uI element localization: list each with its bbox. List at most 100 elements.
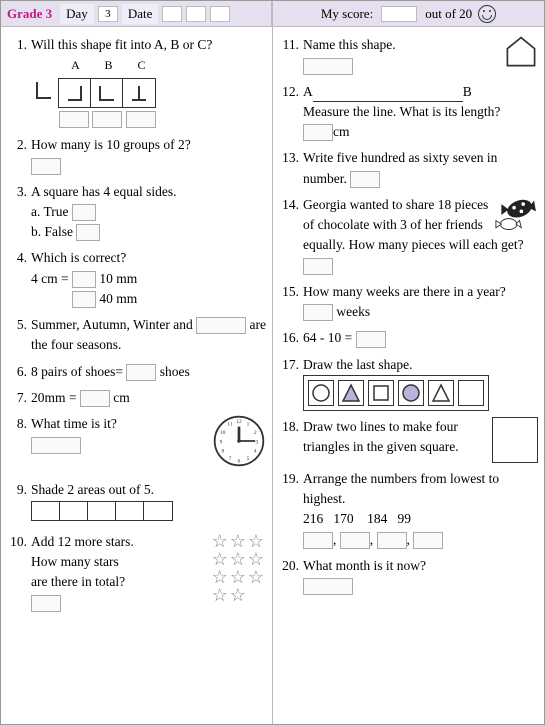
- q5: 5. Summer, Autumn, Winter and are the fo…: [7, 315, 266, 356]
- q19-a1[interactable]: [303, 532, 333, 549]
- q1-shape-c-icon: [129, 83, 149, 103]
- svg-text:8: 8: [221, 449, 224, 455]
- score-box[interactable]: [381, 6, 417, 22]
- q1-shape-b-icon: [97, 83, 117, 103]
- header-right: My score: out of 20: [273, 1, 544, 27]
- q17-sequence: [303, 375, 489, 411]
- date-box-1[interactable]: [162, 6, 182, 22]
- q12: 12. AB Measure the line. What is its len…: [279, 82, 538, 143]
- seq-square-icon: [368, 380, 394, 406]
- svg-text:10: 10: [220, 430, 226, 436]
- q9-grid[interactable]: [31, 501, 173, 521]
- q1-ans-b[interactable]: [92, 111, 122, 128]
- q19-a3[interactable]: [377, 532, 407, 549]
- q8-ans[interactable]: [31, 437, 81, 454]
- q1-shape-a-icon: [65, 83, 85, 103]
- q11-text: Name this shape.: [303, 37, 396, 52]
- q13-text: Write five hundred as sixty seven in num…: [303, 150, 497, 185]
- q19-a4[interactable]: [413, 532, 443, 549]
- seq-circle-fill-icon: [398, 380, 424, 406]
- q17-ans[interactable]: [458, 380, 484, 406]
- q13-ans[interactable]: [350, 171, 380, 188]
- seq-triangle-icon: [428, 380, 454, 406]
- q12-ans[interactable]: [303, 124, 333, 141]
- svg-text:2: 2: [254, 430, 257, 436]
- q1-ans-a[interactable]: [59, 111, 89, 128]
- q3: 3. A square has 4 equal sides. a. True b…: [7, 182, 266, 243]
- q4-text: Which is correct?: [31, 250, 126, 265]
- q11: 11. Name this shape.: [279, 35, 538, 76]
- q16-ans[interactable]: [356, 331, 386, 348]
- q15: 15. How many weeks are there in a year? …: [279, 282, 538, 323]
- q14: 14. Georgia wanted to share 18 pieces of…: [279, 195, 538, 276]
- right-column: My score: out of 20 11. Name this shape.…: [273, 1, 544, 724]
- q15-text: How many weeks are there in a year?: [303, 284, 506, 299]
- q9: 9. Shade 2 areas out of 5.: [7, 480, 266, 526]
- q1-ans-c[interactable]: [126, 111, 156, 128]
- q12-text: Measure the line. What is its length?: [303, 104, 500, 119]
- q19: 19. Arrange the numbers from lowest to h…: [279, 469, 538, 550]
- svg-text:3: 3: [256, 440, 259, 446]
- day-value[interactable]: 3: [98, 6, 118, 22]
- date-box-3[interactable]: [210, 6, 230, 22]
- left-column: Grade 3 Day 3 Date 1. Will this shape fi…: [1, 1, 273, 724]
- q20-text: What month is it now?: [303, 558, 426, 573]
- q15-ans[interactable]: [303, 304, 333, 321]
- q19-a2[interactable]: [340, 532, 370, 549]
- q4-ans2[interactable]: [72, 291, 96, 308]
- q1-num: 1.: [7, 35, 31, 129]
- q20: 20. What month is it now?: [279, 556, 538, 597]
- q10: 10. ☆☆☆☆☆☆☆☆☆☆☆ Add 12 more stars. How m…: [7, 532, 266, 613]
- svg-text:1: 1: [247, 422, 250, 428]
- q8: 8. 12369 1245 781011: [7, 414, 266, 474]
- q7: 7. 20mm = cm: [7, 388, 266, 408]
- q18-square[interactable]: [492, 417, 538, 463]
- q20-ans[interactable]: [303, 578, 353, 595]
- q16: 16. 64 - 10 =: [279, 328, 538, 348]
- q8-text: What time is it?: [31, 416, 117, 431]
- q4: 4. Which is correct? 4 cm = 10 mm 4 cm =…: [7, 248, 266, 309]
- q19-nums: 216 170 184 99: [303, 511, 411, 526]
- svg-text:11: 11: [227, 422, 232, 428]
- q13: 13. Write five hundred as sixty seven in…: [279, 148, 538, 189]
- svg-text:4: 4: [254, 449, 257, 455]
- q3-ans-true[interactable]: [72, 204, 96, 221]
- q10-ans[interactable]: [31, 595, 61, 612]
- q6-ans[interactable]: [126, 364, 156, 381]
- q19-text: Arrange the numbers from lowest to highe…: [303, 471, 499, 506]
- measure-line: [313, 101, 463, 102]
- q11-ans[interactable]: [303, 58, 353, 75]
- svg-text:5: 5: [247, 456, 250, 462]
- grade-label: Grade 3: [7, 6, 52, 22]
- q5-ans[interactable]: [196, 317, 246, 334]
- q4-ans1[interactable]: [72, 271, 96, 288]
- q2: 2. How many is 10 groups of 2?: [7, 135, 266, 176]
- q2-text: How many is 10 groups of 2?: [31, 137, 191, 152]
- pentagon-icon: [504, 35, 538, 69]
- q9-text: Shade 2 areas out of 5.: [31, 482, 154, 497]
- date-box-2[interactable]: [186, 6, 206, 22]
- q17-text: Draw the last shape.: [303, 357, 412, 372]
- q14-ans[interactable]: [303, 258, 333, 275]
- right-content: 11. Name this shape. 12. AB Measure the …: [273, 27, 544, 608]
- score-suffix: out of 20: [425, 6, 472, 22]
- q1-text: Will this shape fit into A, B or C?: [31, 37, 212, 52]
- q2-ans[interactable]: [31, 158, 61, 175]
- q3-text: A square has 4 equal sides.: [31, 184, 176, 199]
- svg-text:7: 7: [229, 456, 232, 462]
- q3-true: a. True: [31, 204, 69, 219]
- day-label: Day: [60, 4, 94, 24]
- q1-abc-labels: A B C: [59, 56, 158, 74]
- seq-triangle-fill-icon: [338, 380, 364, 406]
- q18-text: Draw two lines to make four triangles in…: [303, 419, 459, 454]
- smiley-icon: [478, 5, 496, 23]
- score-label: My score:: [321, 6, 373, 22]
- date-label: Date: [122, 4, 159, 24]
- q18: 18. Draw two lines to make four triangle…: [279, 417, 538, 463]
- q1-shapeboxes: [58, 78, 156, 108]
- q3-ans-false[interactable]: [76, 224, 100, 241]
- q7-ans[interactable]: [80, 390, 110, 407]
- header-left: Grade 3 Day 3 Date: [1, 1, 272, 27]
- svg-text:12: 12: [236, 419, 242, 425]
- svg-text:6: 6: [238, 459, 241, 465]
